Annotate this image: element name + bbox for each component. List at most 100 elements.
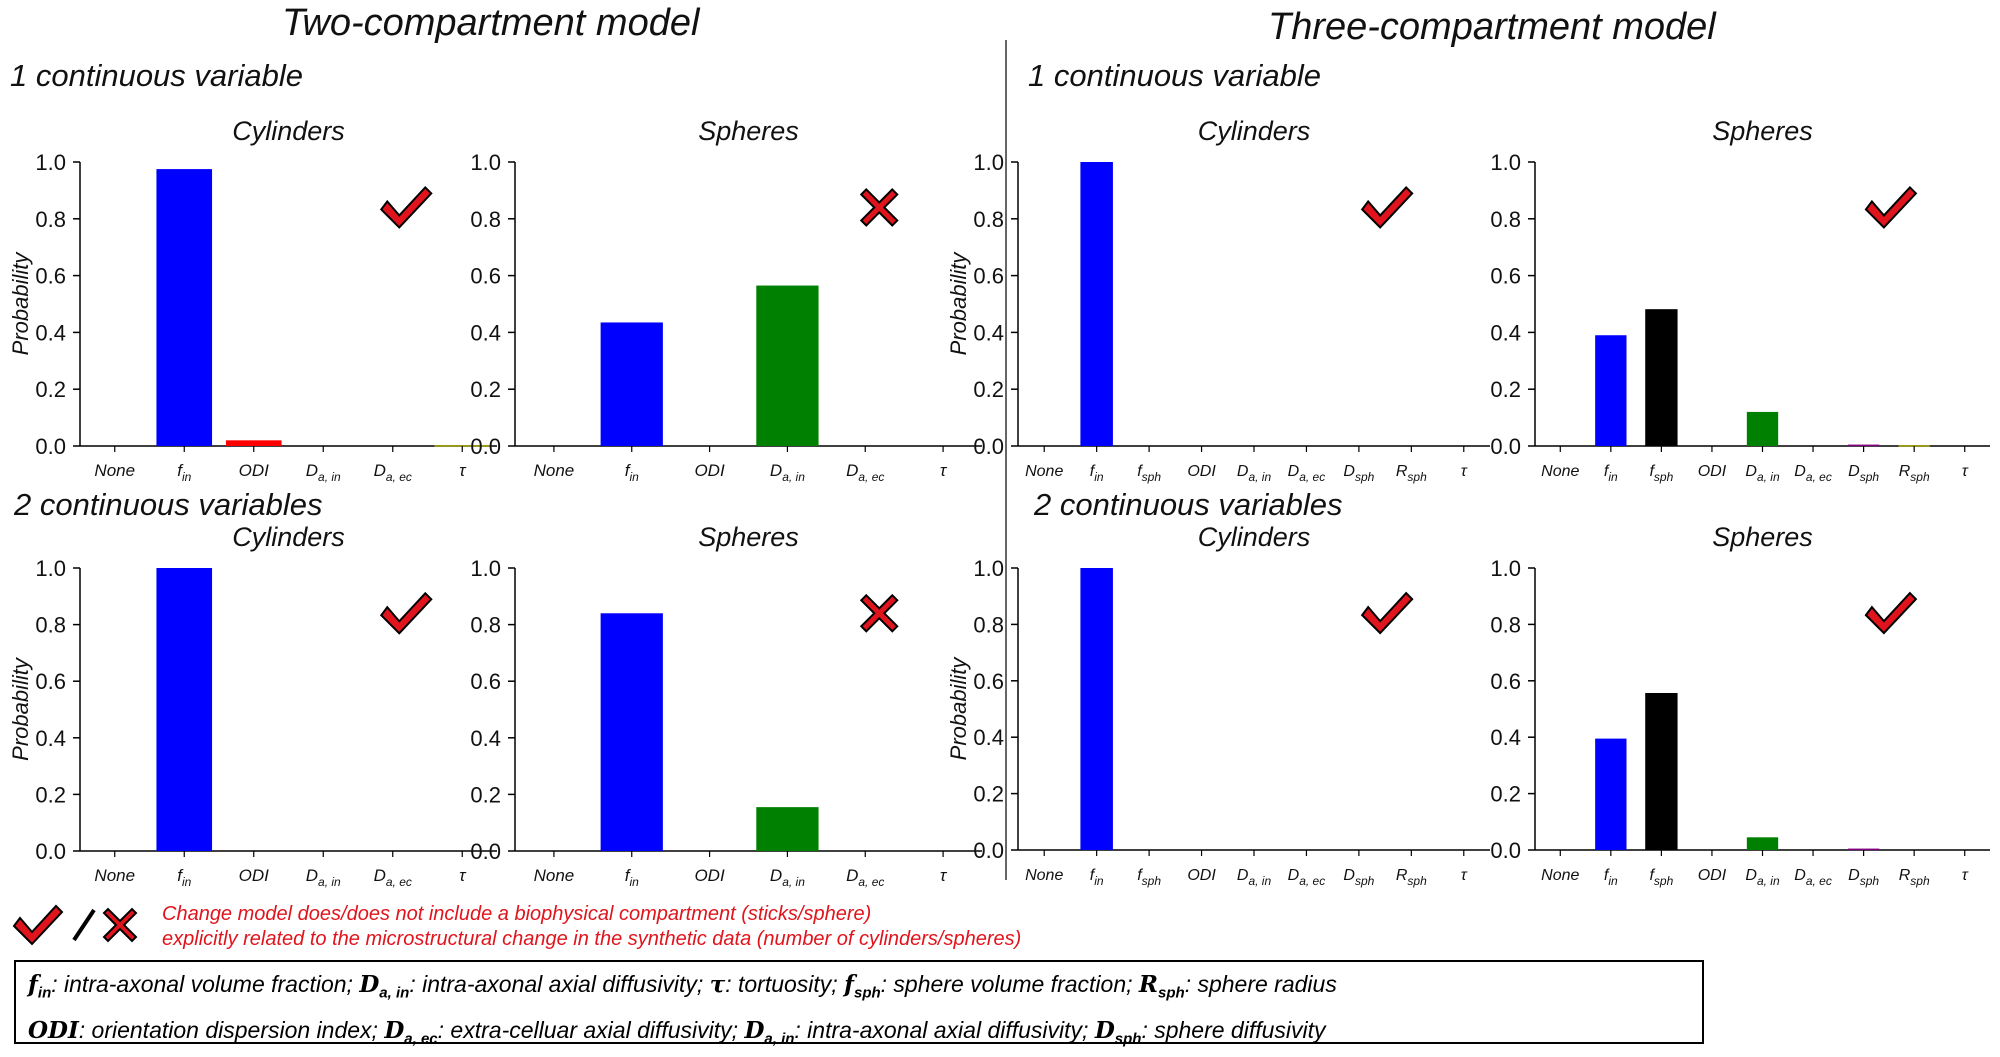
x-tick-label: fsph bbox=[1137, 867, 1161, 888]
y-tick-label: 0.2 bbox=[35, 377, 66, 402]
x-tick-label: τ bbox=[459, 866, 467, 885]
bar bbox=[1746, 411, 1779, 446]
x-tick-label: None bbox=[534, 461, 575, 480]
x-tick-label: fin bbox=[177, 461, 191, 484]
y-tick-label: 0.0 bbox=[1490, 434, 1521, 459]
legend-text-line1: Change model does/does not include a bio… bbox=[162, 903, 872, 925]
y-tick-label: 1.0 bbox=[1490, 556, 1521, 581]
x-tick-label: fin bbox=[625, 461, 639, 484]
row-title-1var-left: 1 continuous variable bbox=[10, 58, 303, 93]
chart-title: Cylinders bbox=[232, 116, 345, 146]
row-title-2var-right: 2 continuous variables bbox=[1034, 487, 1343, 522]
y-tick-label: 0.8 bbox=[973, 207, 1004, 232]
x-tick-label: Da, in bbox=[770, 461, 805, 484]
bar bbox=[1080, 162, 1113, 446]
bar bbox=[1645, 692, 1678, 851]
x-tick-label: Da, in bbox=[1237, 463, 1272, 484]
definitions-line2: ODI: orientation dispersion index; Da, e… bbox=[28, 1012, 1690, 1057]
check-icon bbox=[1864, 185, 1918, 229]
bar bbox=[1595, 738, 1627, 850]
check-icon bbox=[379, 591, 433, 635]
x-tick-label: ODI bbox=[1187, 867, 1216, 884]
x-tick-label: Da, in bbox=[306, 461, 341, 484]
x-tick-label: Da, ec bbox=[1794, 463, 1832, 484]
x-tick-label: τ bbox=[459, 461, 467, 480]
chart-7: Cylinders 0.0 0.2 0.4 0.6 0.8 1.0 Probability No… bbox=[946, 522, 1490, 888]
chart-title: Cylinders bbox=[1198, 522, 1311, 552]
three-compartment-title: Three-compartment model bbox=[1268, 6, 1716, 48]
bar bbox=[1898, 445, 1930, 447]
definition-subscript: sph bbox=[1114, 1030, 1142, 1048]
x-tick-label: Da, ec bbox=[1288, 463, 1326, 484]
two-compartment-title: Two-compartment model bbox=[282, 2, 700, 44]
bar bbox=[225, 440, 282, 446]
chart-5: Cylinders 0.0 0.2 0.4 0.6 0.8 1.0 Probability No… bbox=[8, 522, 497, 889]
legend-slash bbox=[72, 908, 96, 942]
chart-title: Spheres bbox=[698, 116, 799, 146]
y-tick-label: 0.8 bbox=[470, 613, 501, 638]
bar bbox=[434, 445, 491, 447]
x-tick-label: Da, in bbox=[306, 866, 341, 889]
x-tick-label: Da, ec bbox=[374, 866, 412, 889]
chart-1: Cylinders 0.0 0.2 0.4 0.6 0.8 1.0 Probability No… bbox=[8, 116, 497, 484]
definition-text: : extra-celluar axial diffusivity; bbox=[437, 1016, 745, 1043]
x-tick-label: fin bbox=[625, 866, 639, 889]
definition-subscript: sph bbox=[853, 984, 881, 1002]
x-tick-label: Da, in bbox=[1237, 867, 1272, 888]
definition-symbol: f bbox=[844, 971, 854, 998]
cross-icon bbox=[859, 593, 899, 633]
definition-text: : intra-axonal axial diffusivity; bbox=[409, 971, 710, 997]
bar bbox=[156, 568, 213, 851]
y-tick-label: 0.4 bbox=[35, 320, 66, 345]
chart-3: Cylinders 0.0 0.2 0.4 0.6 0.8 1.0 Probability No… bbox=[946, 116, 1490, 484]
y-tick-label: 0.6 bbox=[35, 669, 66, 694]
chart-title: Spheres bbox=[1712, 116, 1813, 146]
x-tick-label: None bbox=[94, 461, 135, 480]
y-tick-label: 1.0 bbox=[973, 556, 1004, 581]
bar bbox=[1746, 837, 1779, 850]
definition-subscript: a, ec bbox=[404, 1030, 438, 1048]
y-axis-label: Probability bbox=[946, 656, 971, 761]
bar bbox=[600, 322, 663, 446]
definition-symbol: τ bbox=[709, 971, 726, 998]
y-axis-label: Probability bbox=[8, 656, 33, 761]
y-axis-label: Probability bbox=[8, 251, 33, 356]
bar bbox=[600, 613, 663, 851]
definition-item: Da, ec: extra-celluar axial diffusivity; bbox=[384, 1016, 745, 1048]
y-tick-label: 0.4 bbox=[470, 726, 501, 751]
y-tick-label: 0.0 bbox=[973, 838, 1004, 863]
bar bbox=[156, 169, 213, 446]
x-tick-label: ODI bbox=[239, 461, 270, 480]
y-tick-label: 0.4 bbox=[973, 320, 1004, 345]
definition-text: : tortuosity; bbox=[725, 971, 845, 997]
y-tick-label: 0.0 bbox=[973, 434, 1004, 459]
definition-text: : intra-axonal volume fraction; bbox=[51, 971, 360, 997]
x-tick-label: Da, ec bbox=[1288, 867, 1326, 888]
bar bbox=[1595, 335, 1627, 446]
x-tick-label: Dsph bbox=[1848, 867, 1879, 888]
y-tick-label: 1.0 bbox=[35, 556, 66, 581]
y-tick-label: 0.8 bbox=[973, 612, 1004, 637]
y-tick-label: 1.0 bbox=[973, 150, 1004, 175]
definition-text: : orientation dispersion index; bbox=[78, 1016, 385, 1043]
definition-item: Da, in: intra-axonal axial diffusivity; bbox=[359, 971, 710, 1002]
x-tick-label: ODI bbox=[1698, 867, 1727, 884]
x-tick-label: Da, in bbox=[1745, 463, 1780, 484]
bar bbox=[1080, 568, 1113, 850]
x-tick-label: τ bbox=[1962, 867, 1969, 884]
y-tick-label: 0.6 bbox=[1490, 264, 1521, 289]
x-tick-label: fin bbox=[177, 866, 191, 889]
y-tick-label: 0.2 bbox=[1490, 782, 1521, 807]
x-tick-label: Da, in bbox=[1745, 867, 1780, 888]
x-tick-label: None bbox=[1541, 867, 1579, 884]
y-tick-label: 0.8 bbox=[1490, 207, 1521, 232]
y-tick-label: 0.0 bbox=[1490, 838, 1521, 863]
check-icon bbox=[379, 185, 433, 229]
y-tick-label: 0.2 bbox=[470, 377, 501, 402]
definition-text: : intra-axonal axial diffusivity; bbox=[794, 1016, 1095, 1043]
legend-cross-icon bbox=[102, 907, 138, 943]
y-tick-label: 0.6 bbox=[973, 669, 1004, 694]
check-icon bbox=[1864, 591, 1918, 635]
chart-4: Spheres 0.0 0.2 0.4 0.6 0.8 1.0 None fin fsph ODI D… bbox=[1490, 116, 1990, 484]
chart-2: Spheres 0.0 0.2 0.4 0.6 0.8 1.0 None fin ODI Da, i… bbox=[470, 116, 982, 484]
